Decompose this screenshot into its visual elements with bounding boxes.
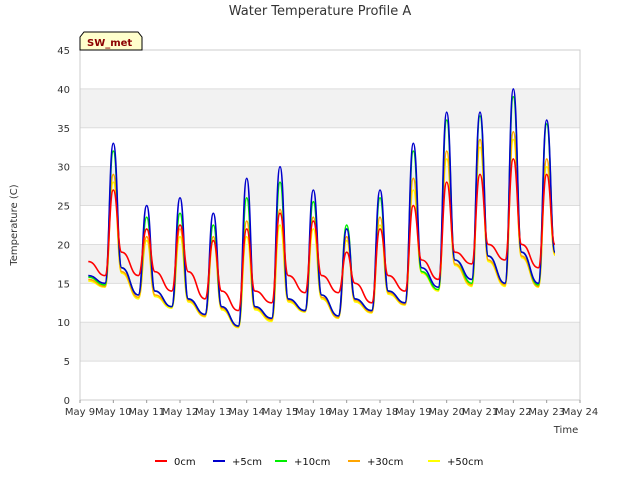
- x-tick-label: May 24: [562, 407, 599, 418]
- x-tick-label: May 22: [495, 407, 532, 418]
- y-tick-label: 45: [57, 46, 70, 57]
- x-tick-label: May 9: [65, 407, 95, 418]
- x-tick-label: May 11: [128, 407, 165, 418]
- y-tick-label: 25: [57, 202, 70, 213]
- x-tick-label: May 18: [362, 407, 399, 418]
- x-axis-title: Time: [553, 425, 578, 436]
- y-tick-label: 15: [57, 279, 70, 290]
- series-line-0cm: [88, 158, 556, 312]
- site-badge-label: SW_met: [87, 38, 132, 49]
- legend: 0cm +5cm +10cm +30cm +50cm: [155, 457, 483, 468]
- x-tick-label: May 19: [395, 407, 432, 418]
- x-tick-label: May 15: [262, 407, 299, 418]
- y-tick-label: 5: [64, 357, 70, 368]
- legend-label: +10cm: [294, 457, 330, 468]
- y-tick-label: 0: [64, 396, 70, 407]
- legend-label: +50cm: [447, 457, 483, 468]
- x-tick-label: May 21: [462, 407, 499, 418]
- grid-band: [80, 322, 580, 362]
- grid-band: [80, 166, 580, 206]
- chart-title: Water Temperature Profile A: [229, 4, 412, 19]
- x-tick-label: May 13: [195, 407, 232, 418]
- legend-label: +5cm: [232, 457, 262, 468]
- x-tick-label: May 17: [328, 407, 365, 418]
- y-tick-label: 30: [57, 163, 70, 174]
- x-tick-label: May 16: [295, 407, 332, 418]
- y-tick-label: 10: [57, 318, 70, 329]
- legend-label: 0cm: [174, 457, 196, 468]
- series-lines: [88, 88, 556, 329]
- plot-frame: [79, 49, 581, 401]
- site-badge: SW_met: [79, 31, 143, 51]
- y-tick-label: 35: [57, 124, 70, 135]
- y-axis-title: Temperature (C): [9, 184, 20, 266]
- site-badge-box: [79, 31, 143, 51]
- grid-band: [80, 244, 580, 284]
- x-tick-label: May 20: [428, 407, 465, 418]
- y-tick-label: 40: [57, 85, 70, 96]
- x-tick-label: May 14: [228, 407, 265, 418]
- x-tick-label: May 10: [95, 407, 132, 418]
- legend-label: +30cm: [367, 457, 403, 468]
- x-tick-label: May 23: [528, 407, 565, 418]
- grid-band: [80, 88, 580, 128]
- y-tick-label: 20: [57, 240, 70, 251]
- grid-bands: [80, 88, 580, 362]
- y-axis-ticks: 0 5 10 15 20 25 30 35 40 45: [57, 46, 70, 407]
- x-tick-label: May 12: [162, 407, 199, 418]
